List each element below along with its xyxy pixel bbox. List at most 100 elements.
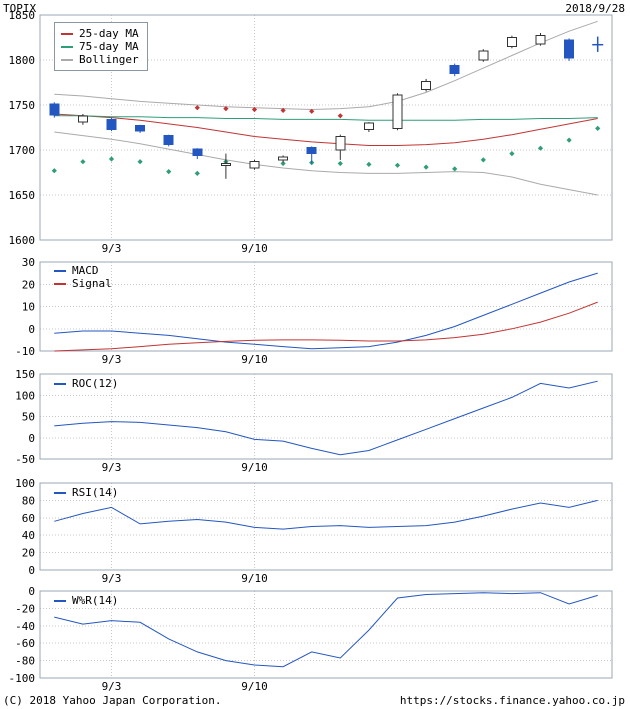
y-tick-label: -60	[15, 637, 35, 650]
candle-body-down	[564, 39, 575, 59]
dot-upper-marks	[280, 107, 286, 113]
candle-body-down	[135, 125, 146, 132]
dot-lower-marks	[452, 166, 458, 172]
dot-lower-marks	[80, 159, 86, 165]
dot-lower-marks	[394, 162, 401, 168]
panel-border	[39, 261, 613, 352]
x-tick-label: 9/10	[241, 353, 268, 366]
x-tick-label: 9/3	[102, 572, 122, 585]
panel-border	[39, 373, 613, 460]
series-ROC12	[54, 380, 598, 456]
ma25-line-swatch-icon	[61, 32, 73, 35]
candle-body-up	[506, 37, 517, 47]
y-tick-label: 20	[22, 278, 35, 291]
y-tick-label: 100	[15, 477, 35, 490]
dot-lower-marks	[366, 161, 372, 167]
roc-legend: ROC(12)	[54, 377, 118, 390]
x-tick-label: 9/3	[102, 242, 122, 255]
legend-row-signal: Signal	[54, 277, 112, 290]
x-tick-label: 9/3	[102, 353, 122, 366]
macd-line-swatch-icon	[54, 269, 66, 272]
legend-label: 75-day MA	[79, 40, 139, 53]
y-tick-label: 150	[15, 368, 35, 381]
x-tick-label: 9/10	[241, 680, 268, 693]
dot-lower-marks	[595, 125, 601, 131]
dot-lower-marks	[480, 157, 486, 163]
legend-label: MACD	[72, 264, 99, 277]
y-tick-label: 0	[28, 564, 35, 577]
candle-body-up	[421, 81, 432, 91]
y-tick-label: -50	[15, 453, 35, 466]
dot-lower-marks	[166, 169, 172, 175]
candle-body-up	[220, 163, 231, 166]
y-tick-label: 1600	[9, 234, 36, 247]
y-tick-label: -10	[15, 345, 35, 358]
legend-label: 25-day MA	[79, 27, 139, 40]
y-tick-label: 1650	[9, 189, 36, 202]
x-tick-label: 9/3	[102, 680, 122, 693]
macd-legend: MACD Signal	[54, 264, 112, 290]
legend-label: Bollinger	[79, 53, 139, 66]
wpr-legend: W%R(14)	[54, 594, 118, 607]
chart-title: TOPIX	[3, 2, 37, 15]
y-tick-label: -80	[15, 655, 35, 668]
y-tick-label: 30	[22, 256, 35, 269]
candle-body-up	[278, 156, 289, 161]
y-tick-label: 0	[28, 323, 35, 336]
y-tick-label: 40	[22, 529, 35, 542]
dot-upper-marks	[223, 106, 229, 112]
y-tick-label: 1750	[9, 99, 36, 112]
y-tick-label: -40	[15, 620, 35, 633]
legend-row-macd: MACD	[54, 264, 112, 277]
dot-lower-marks	[137, 159, 143, 165]
legend-label: W%R(14)	[72, 594, 119, 607]
series-bollinger-upper	[54, 20, 598, 111]
candle-body-up	[535, 35, 546, 45]
candle-body-up	[478, 50, 489, 61]
candle-body-down	[163, 135, 174, 146]
x-tick-label: 9/10	[241, 572, 268, 585]
dot-lower-marks	[537, 145, 544, 151]
series-MACD	[54, 272, 598, 350]
y-tick-label: 1850	[9, 9, 36, 22]
legend-row-bollinger: Bollinger	[61, 53, 139, 66]
x-tick-label: 9/3	[102, 461, 122, 474]
panel-border	[39, 14, 613, 241]
chart-date: 2018/9/28	[565, 2, 625, 15]
candle-body-up	[77, 115, 88, 123]
roc-line-swatch-icon	[54, 382, 66, 385]
dot-lower-marks	[108, 156, 115, 162]
series-ma75	[54, 115, 598, 121]
dot-upper-marks	[251, 106, 258, 113]
series-ma25	[54, 113, 598, 146]
dot-lower-marks	[280, 160, 286, 167]
candle-body-down	[106, 118, 117, 130]
y-tick-label: 80	[22, 494, 35, 507]
legend-label: Signal	[72, 277, 112, 290]
dot-upper-marks	[337, 113, 343, 119]
series-Signal	[54, 301, 598, 352]
candle-body-up	[363, 122, 374, 130]
candle-body-up	[249, 161, 260, 169]
legend-row-ma75: 75-day MA	[61, 40, 139, 53]
rsi-legend: RSI(14)	[54, 486, 118, 499]
x-tick-label: 9/10	[241, 242, 268, 255]
dot-lower-marks	[509, 151, 515, 157]
legend-label: ROC(12)	[72, 377, 119, 390]
wpr-line-swatch-icon	[54, 599, 66, 602]
y-tick-label: 0	[28, 585, 35, 598]
series-RSI14	[54, 499, 598, 530]
legend-row-roc: ROC(12)	[54, 377, 118, 390]
y-tick-label: 50	[22, 411, 35, 424]
signal-line-swatch-icon	[54, 282, 66, 285]
dot-upper-marks	[194, 105, 200, 111]
dot-upper-marks	[309, 108, 315, 114]
dot-lower-marks	[337, 160, 343, 167]
candle-body-down	[449, 64, 460, 75]
source-url: https://stocks.finance.yahoo.co.jp	[399, 694, 625, 707]
ma75-line-swatch-icon	[61, 45, 73, 48]
main-legend: 25-day MA 75-day MA Bollinger	[54, 22, 148, 71]
y-tick-label: 0	[28, 432, 35, 445]
panel-border	[39, 590, 613, 679]
